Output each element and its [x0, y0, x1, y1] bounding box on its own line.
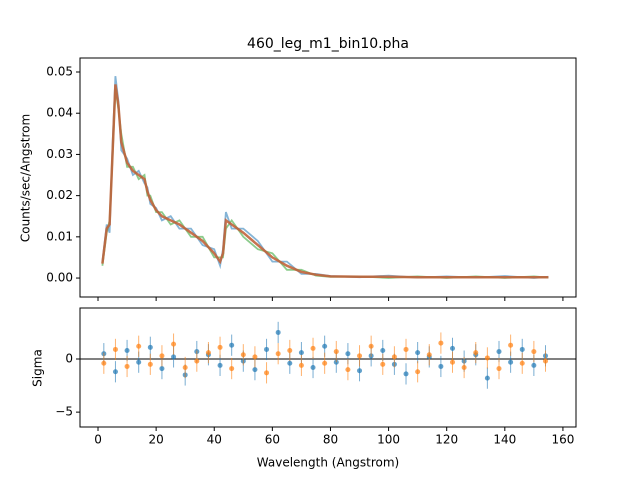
point [298, 350, 304, 356]
point [450, 359, 456, 365]
point [159, 353, 165, 359]
x-tick-label: 120 [435, 433, 458, 447]
point [136, 359, 142, 365]
point [484, 375, 490, 381]
point [322, 360, 328, 366]
point [252, 354, 258, 360]
point [519, 360, 525, 366]
point [357, 368, 363, 374]
point [171, 354, 177, 360]
y-axis-label: Counts/sec/Angstrom [19, 114, 33, 242]
point [229, 342, 235, 348]
x-tick-label: 80 [323, 433, 338, 447]
y-axis-label: Sigma [31, 349, 45, 387]
point [264, 370, 270, 376]
point [473, 350, 479, 356]
data-line [101, 88, 549, 279]
point [147, 361, 153, 367]
point [229, 366, 235, 372]
x-tick-label: 140 [493, 433, 516, 447]
point [415, 350, 421, 356]
y-tick-label: 0.00 [46, 271, 73, 285]
point [240, 352, 246, 358]
point [264, 346, 270, 352]
plot-frame [79, 307, 577, 428]
point [415, 369, 421, 375]
point [217, 362, 223, 368]
point [287, 360, 293, 366]
point [205, 350, 211, 356]
point [368, 343, 374, 349]
point [310, 365, 316, 370]
x-axis-label: Wavelength (Angstrom) [257, 456, 399, 470]
data-line [101, 75, 549, 279]
plot-frame [79, 57, 577, 298]
point [438, 340, 444, 346]
point [124, 363, 130, 369]
y-tick-label: 0.04 [46, 106, 73, 120]
point [310, 345, 316, 351]
point [508, 359, 514, 365]
x-tick-label: 20 [148, 433, 163, 447]
point [101, 360, 107, 366]
point [298, 362, 304, 368]
point [182, 365, 188, 370]
point [531, 362, 537, 368]
x-tick-label: 60 [265, 433, 280, 447]
point [380, 361, 386, 367]
point [217, 344, 223, 350]
point [391, 354, 397, 360]
point [508, 342, 514, 348]
point [171, 341, 177, 347]
point [194, 358, 200, 364]
point [484, 355, 490, 361]
x-tick-label: 160 [551, 433, 574, 447]
point [112, 346, 118, 352]
point [542, 358, 548, 364]
point [124, 348, 130, 353]
y-tick-label: 0.02 [46, 188, 73, 202]
point [496, 366, 502, 372]
point [287, 348, 293, 353]
point [403, 371, 409, 377]
point [519, 346, 525, 352]
x-tick-label: 0 [94, 433, 102, 447]
point [147, 344, 153, 350]
chart-title: 460_leg_m1_bin10.pha [247, 36, 409, 52]
point [345, 351, 351, 357]
point [450, 345, 456, 351]
y-tick-label: 0.01 [46, 229, 73, 243]
point [275, 329, 281, 335]
x-tick-label: 100 [377, 433, 400, 447]
point [380, 348, 386, 353]
point [136, 343, 142, 349]
point [438, 363, 444, 369]
point [531, 349, 537, 355]
point [403, 346, 409, 352]
point [345, 367, 351, 373]
point [496, 349, 502, 355]
x-tick-label: 40 [207, 433, 222, 447]
point [357, 353, 363, 359]
y-tick-label: 0.05 [46, 65, 73, 79]
point [275, 351, 281, 357]
point [252, 367, 258, 373]
point [112, 369, 118, 375]
y-tick-label: 0.03 [46, 147, 73, 161]
point [322, 343, 328, 349]
point [333, 349, 339, 355]
point [426, 352, 432, 358]
point [159, 366, 165, 372]
point [461, 365, 467, 370]
data-line [101, 84, 549, 279]
y-tick-label: −5 [55, 405, 73, 419]
y-tick-label: 0 [65, 352, 73, 366]
